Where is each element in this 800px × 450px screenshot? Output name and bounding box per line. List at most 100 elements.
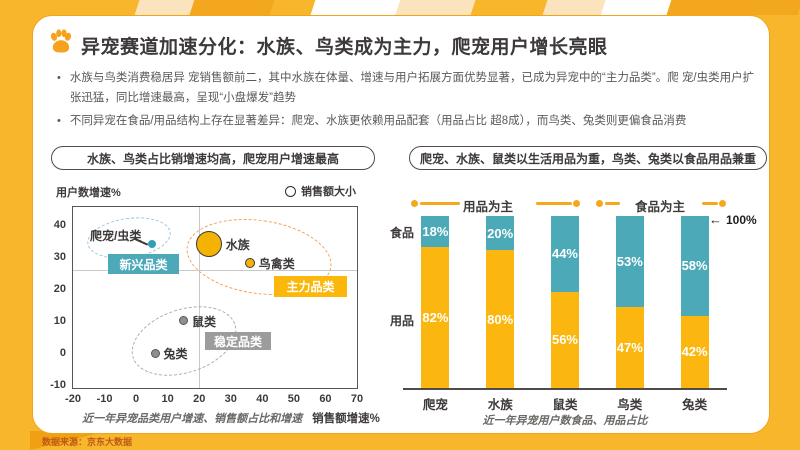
bracket-label-supplies: 用品为主 <box>463 200 514 214</box>
bar-segment-food: 20% <box>486 216 515 251</box>
bracket-line <box>702 202 718 205</box>
bar-segment-supplies: 56% <box>550 291 579 388</box>
gridline <box>73 269 357 271</box>
bracket-label-food: 食品为主 <box>635 200 686 214</box>
bar-segment-supplies: 82% <box>421 246 450 388</box>
ray-shape <box>395 0 476 15</box>
bracket-dot-icon <box>411 200 418 207</box>
x-tick-label: -20 <box>65 393 81 405</box>
x-tick-label: 40 <box>256 393 269 405</box>
caption-text: 近一年异宠品类用户增速、销售额占比和增速 <box>82 413 303 425</box>
bar-category-label: 兔类 <box>682 398 708 412</box>
bar-column: 53% 47% <box>597 216 662 388</box>
bar-column: 18% 82% <box>403 216 468 388</box>
ray-shape <box>600 0 672 15</box>
bar-category-label: 鼠类 <box>552 398 578 412</box>
bar-column: 44% 56% <box>533 216 598 388</box>
y-tick-label: 10 <box>53 314 66 327</box>
bar-segment-supplies: 80% <box>486 250 515 388</box>
scatter-point <box>178 316 188 326</box>
bullet-marker: • <box>57 115 61 127</box>
right-chart-caption: 近一年异宠用户数食品、用品占比 <box>403 412 727 428</box>
bar: 18% 82% <box>421 216 450 388</box>
bar: 58% 42% <box>680 216 709 388</box>
bar-value-label: 42% <box>681 344 708 360</box>
bar-category-labels: 爬宠 水族 鼠类 鸟类 兔类 <box>403 394 727 413</box>
x-tick-label: 20 <box>193 393 206 405</box>
x-tick-label: 0 <box>133 393 140 405</box>
bracket-line <box>536 202 572 205</box>
x-axis-label: 销售额增速% <box>312 413 380 425</box>
bar-value-label: 80% <box>487 311 514 327</box>
x-tick-label: 30 <box>224 393 237 405</box>
row-label-supplies: 用品 <box>390 314 415 328</box>
bracket-line <box>605 202 620 205</box>
gridline <box>199 207 201 388</box>
ray-shape <box>310 0 401 15</box>
bullet-item: • 不同异宠在食品/用品结构上存在显著差异：爬宠、水族更依赖用品配套（用品占比 … <box>57 111 759 131</box>
bar-segment-food: 44% <box>550 216 579 292</box>
bullet-text: 不同异宠在食品/用品结构上存在显著差异：爬宠、水族更依赖用品配套（用品占比 超8… <box>69 115 687 127</box>
y-tick-label: 0 <box>59 347 66 360</box>
y-tick-label: 30 <box>53 250 66 263</box>
y-tick-label: -10 <box>50 379 66 392</box>
bullet-item: • 水族与鸟类消费稳居异 宠销售额前二，其中水族在体量、增速与用户拓展方面优势显… <box>57 68 759 108</box>
x-tick-label: 50 <box>287 393 300 405</box>
bullet-text: 水族与鸟类消费稳居异 宠销售额前二，其中水族在体量、增速与用户拓展方面优势显著，… <box>69 72 755 104</box>
bubble-size-legend: 销售额大小 <box>285 183 356 199</box>
bar-segment-food: 53% <box>615 216 644 308</box>
scatter-point <box>195 230 222 257</box>
bar-value-label: 18% <box>422 223 449 239</box>
scatter-point-label: 爬宠/虫类 <box>90 229 142 243</box>
scatter-point <box>244 258 255 269</box>
bar-chart-brackets: 用品为主 食品为主 <box>409 196 729 214</box>
bar-category-label: 爬宠 <box>422 398 448 412</box>
left-chart-caption: 近一年异宠品类用户增速、销售额占比和增速 销售额增速% <box>71 410 391 426</box>
sunburst-rays-top <box>0 0 800 15</box>
y-axis-label: 用户数增速% <box>56 187 121 199</box>
scatter-point-label: 兔类 <box>163 347 188 362</box>
legend-label: 销售额大小 <box>301 186 356 198</box>
summary-bullets: • 水族与鸟类消费稳居异 宠销售额前二，其中水族在体量、增速与用户拓展方面优势显… <box>57 68 759 134</box>
caption-text: 近一年异宠用户数食品、用品占比 <box>482 415 648 427</box>
y-tick-label: 20 <box>53 282 66 295</box>
y-tick-label: 40 <box>53 218 66 231</box>
left-arrow-icon: ← <box>709 212 722 227</box>
bar-segment-supplies: 47% <box>615 307 644 388</box>
left-chart-header-pill: 水族、鸟类占比销增速均高，爬宠用户增速最高 <box>51 146 375 170</box>
stacked-bar-chart: 18% 82% 20% 80% 44% 56% 53% 47% 58% 42% <box>403 216 727 390</box>
bar-segment-food: 58% <box>680 216 709 316</box>
hundred-percent-annotation: ← 100% <box>709 212 757 227</box>
bracket-dot-icon <box>719 200 726 207</box>
right-chart-header-pill: 爬宠、水族、鼠类以生活用品为重，鸟类、兔类以食品用品兼重 <box>409 146 767 170</box>
ray-shape <box>542 0 606 15</box>
data-source-note: 数据来源：京东大数据 <box>42 437 133 447</box>
bar-segment-food: 18% <box>421 216 450 247</box>
bar-column: 20% 80% <box>468 216 533 388</box>
bar-category-label: 鸟类 <box>617 398 643 412</box>
ray-shape <box>134 0 195 15</box>
x-tick-label: 10 <box>161 393 174 405</box>
scatter-point-label: 水族 <box>225 237 250 252</box>
bar-category-label: 水族 <box>487 398 513 412</box>
x-tick-label: 70 <box>350 393 364 405</box>
ray-shape <box>666 0 800 15</box>
x-tick-label: -10 <box>96 393 113 405</box>
page-title: 异宠赛道加速分化：水族、鸟类成为主力，爬宠用户增长亮眼 <box>81 37 608 58</box>
bracket-line <box>420 202 460 205</box>
ray-shape <box>189 0 275 15</box>
bar-column: 58% 42% <box>662 216 727 388</box>
bar: 53% 47% <box>615 216 644 388</box>
bar-value-label: 82% <box>422 309 449 325</box>
bar: 20% 80% <box>486 216 515 388</box>
bar-segment-supplies: 42% <box>680 315 709 388</box>
bar-value-label: 53% <box>616 254 643 270</box>
scatter-point-label: 鼠类 <box>191 314 216 329</box>
paw-icon <box>50 29 72 53</box>
circle-icon <box>285 185 296 197</box>
scatter-point <box>147 239 156 248</box>
bar-value-label: 56% <box>551 332 578 348</box>
content-card: 异宠赛道加速分化：水族、鸟类成为主力，爬宠用户增长亮眼 • 水族与鸟类消费稳居异… <box>32 15 770 434</box>
scatter-point <box>150 348 160 358</box>
